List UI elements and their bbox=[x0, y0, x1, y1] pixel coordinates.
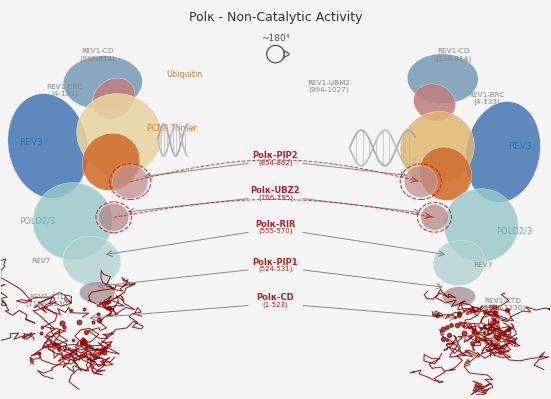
Text: REV7: REV7 bbox=[473, 262, 492, 268]
Text: Polκ-PIP1: Polκ-PIP1 bbox=[253, 258, 298, 267]
Text: (555-570): (555-570) bbox=[258, 228, 293, 235]
Text: REV1-UBM2
(994-1027): REV1-UBM2 (994-1027) bbox=[307, 80, 350, 93]
Text: REV1-BRC
(4-133): REV1-BRC (4-133) bbox=[468, 92, 505, 105]
Ellipse shape bbox=[421, 204, 448, 230]
Text: REV1-CTD
(1136-1230): REV1-CTD (1136-1230) bbox=[480, 298, 526, 311]
Text: REV3: REV3 bbox=[19, 138, 42, 146]
Ellipse shape bbox=[413, 84, 456, 121]
Ellipse shape bbox=[93, 78, 135, 119]
Text: Polκ-CD: Polκ-CD bbox=[257, 293, 294, 302]
Ellipse shape bbox=[404, 166, 437, 198]
Ellipse shape bbox=[433, 240, 485, 286]
Text: Polκ-PIP2: Polκ-PIP2 bbox=[253, 151, 298, 160]
Ellipse shape bbox=[82, 133, 140, 191]
Text: (1-523): (1-523) bbox=[263, 301, 288, 308]
Text: POLD2/3: POLD2/3 bbox=[496, 227, 532, 236]
Text: ~180°: ~180° bbox=[261, 34, 290, 43]
Text: PCNA Trimer: PCNA Trimer bbox=[147, 124, 197, 133]
Ellipse shape bbox=[63, 56, 142, 109]
Ellipse shape bbox=[63, 236, 121, 286]
Text: Ubiquitin: Ubiquitin bbox=[166, 70, 202, 79]
Text: Polκ-UBZ2: Polκ-UBZ2 bbox=[251, 186, 300, 195]
Text: REV3: REV3 bbox=[509, 142, 532, 150]
Ellipse shape bbox=[407, 54, 478, 103]
Ellipse shape bbox=[444, 189, 518, 262]
Text: (524-531): (524-531) bbox=[258, 266, 293, 272]
Ellipse shape bbox=[400, 111, 474, 185]
Ellipse shape bbox=[33, 183, 112, 260]
Ellipse shape bbox=[442, 286, 476, 306]
Text: Polκ-RIR: Polκ-RIR bbox=[255, 220, 296, 229]
Text: REV1-CD
(336-814): REV1-CD (336-814) bbox=[436, 48, 472, 61]
Ellipse shape bbox=[99, 203, 129, 231]
Ellipse shape bbox=[77, 94, 162, 175]
Ellipse shape bbox=[466, 102, 541, 202]
Text: POLD2/3: POLD2/3 bbox=[19, 217, 55, 226]
Text: REV7: REV7 bbox=[31, 258, 51, 264]
Text: REV1-CTD
(1136-1230): REV1-CTD (1136-1230) bbox=[25, 294, 71, 307]
Ellipse shape bbox=[79, 282, 115, 304]
Text: REV1-CD
(336-814): REV1-CD (336-814) bbox=[79, 48, 115, 61]
Ellipse shape bbox=[419, 147, 472, 200]
Text: (766-795): (766-795) bbox=[258, 194, 293, 201]
Ellipse shape bbox=[8, 94, 88, 198]
Text: (854-862): (854-862) bbox=[258, 159, 293, 166]
Text: REV1-BRC
(4-133): REV1-BRC (4-133) bbox=[46, 84, 83, 97]
Text: Polκ - Non-Catalytic Activity: Polκ - Non-Catalytic Activity bbox=[189, 11, 362, 24]
Ellipse shape bbox=[112, 165, 148, 199]
